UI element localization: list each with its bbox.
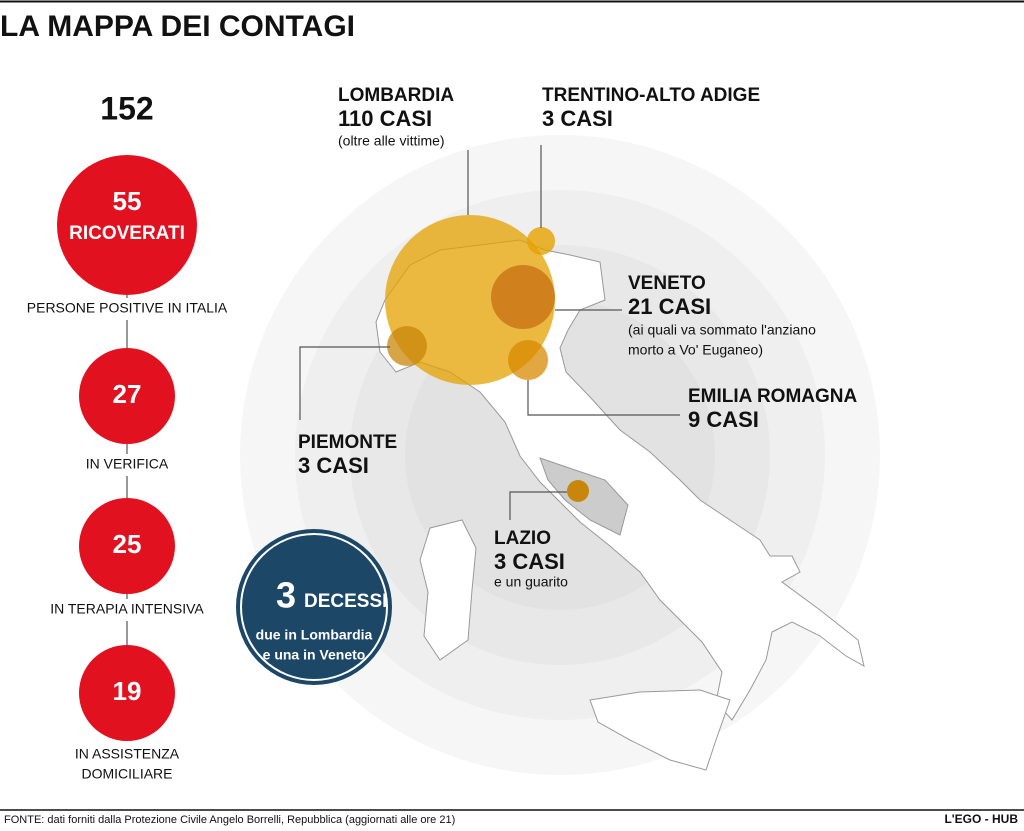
stat-circle <box>79 498 175 594</box>
region-note: morto a Vo' Euganeo) <box>628 342 763 358</box>
region-cases: 3 CASI <box>494 549 565 574</box>
region-name: TRENTINO-ALTO ADIGE <box>542 85 760 106</box>
region-name: LOMBARDIA <box>338 85 454 106</box>
deaths-label: DECESSI <box>304 591 387 612</box>
region-note: e un guarito <box>494 574 568 590</box>
total-label: PERSONE POSITIVE IN ITALIA <box>27 300 228 316</box>
region-cases: 3 CASI <box>542 106 613 131</box>
bubble-trentino <box>527 227 555 255</box>
bubble-emilia <box>508 340 548 380</box>
region-cases: 3 CASI <box>298 453 369 478</box>
case-bubbles <box>385 215 589 502</box>
leader-lines <box>299 145 680 520</box>
region-note: (oltre alle vittime) <box>338 133 445 149</box>
bubble-veneto <box>491 265 555 329</box>
region-cases: 9 CASI <box>688 407 759 432</box>
bubble-lombardia <box>385 215 555 385</box>
region-name: VENETO <box>628 273 706 294</box>
label-backdrop <box>30 298 225 320</box>
stat-value: 55 <box>113 186 142 216</box>
region-cases: 21 CASI <box>628 294 711 319</box>
deaths-note: e una in Veneto <box>263 647 366 663</box>
region-name: LAZIO <box>494 528 551 549</box>
title: LA MAPPA DEI CONTAGI <box>0 10 355 43</box>
footer-brand: L'EGO - HUB <box>944 812 1018 826</box>
bubble-piemonte <box>387 326 427 366</box>
region-note: (ai quali va sommato l'anziano <box>628 322 816 338</box>
stat-label: IN VERIFICA <box>86 456 169 472</box>
bubble-lazio <box>567 480 589 502</box>
stat-label: RICOVERATI <box>69 223 185 244</box>
footer-source: FONTE: dati forniti dalla Protezione Civ… <box>4 814 455 826</box>
region-name: EMILIA ROMAGNA <box>688 386 858 407</box>
stat-value: 25 <box>113 529 142 559</box>
region-name: PIEMONTE <box>298 432 397 453</box>
stat-circle <box>57 155 197 295</box>
stat-label: IN TERAPIA INTENSIVA <box>50 601 204 617</box>
label-backdrop <box>60 454 194 476</box>
stat-label: DOMICILIARE <box>81 766 172 782</box>
stat-circle <box>79 645 175 741</box>
stat-circle <box>79 348 175 444</box>
region-cases: 110 CASI <box>338 106 432 131</box>
total: 152 <box>100 90 153 126</box>
deaths-value: 3 <box>276 575 296 616</box>
stat-value: 19 <box>113 676 142 706</box>
stat-value: 27 <box>113 379 142 409</box>
deaths-note: due in Lombardia <box>256 627 373 643</box>
stat-label: IN ASSISTENZA <box>75 746 180 762</box>
label-backdrop <box>45 599 209 621</box>
deaths-circle <box>240 533 388 681</box>
